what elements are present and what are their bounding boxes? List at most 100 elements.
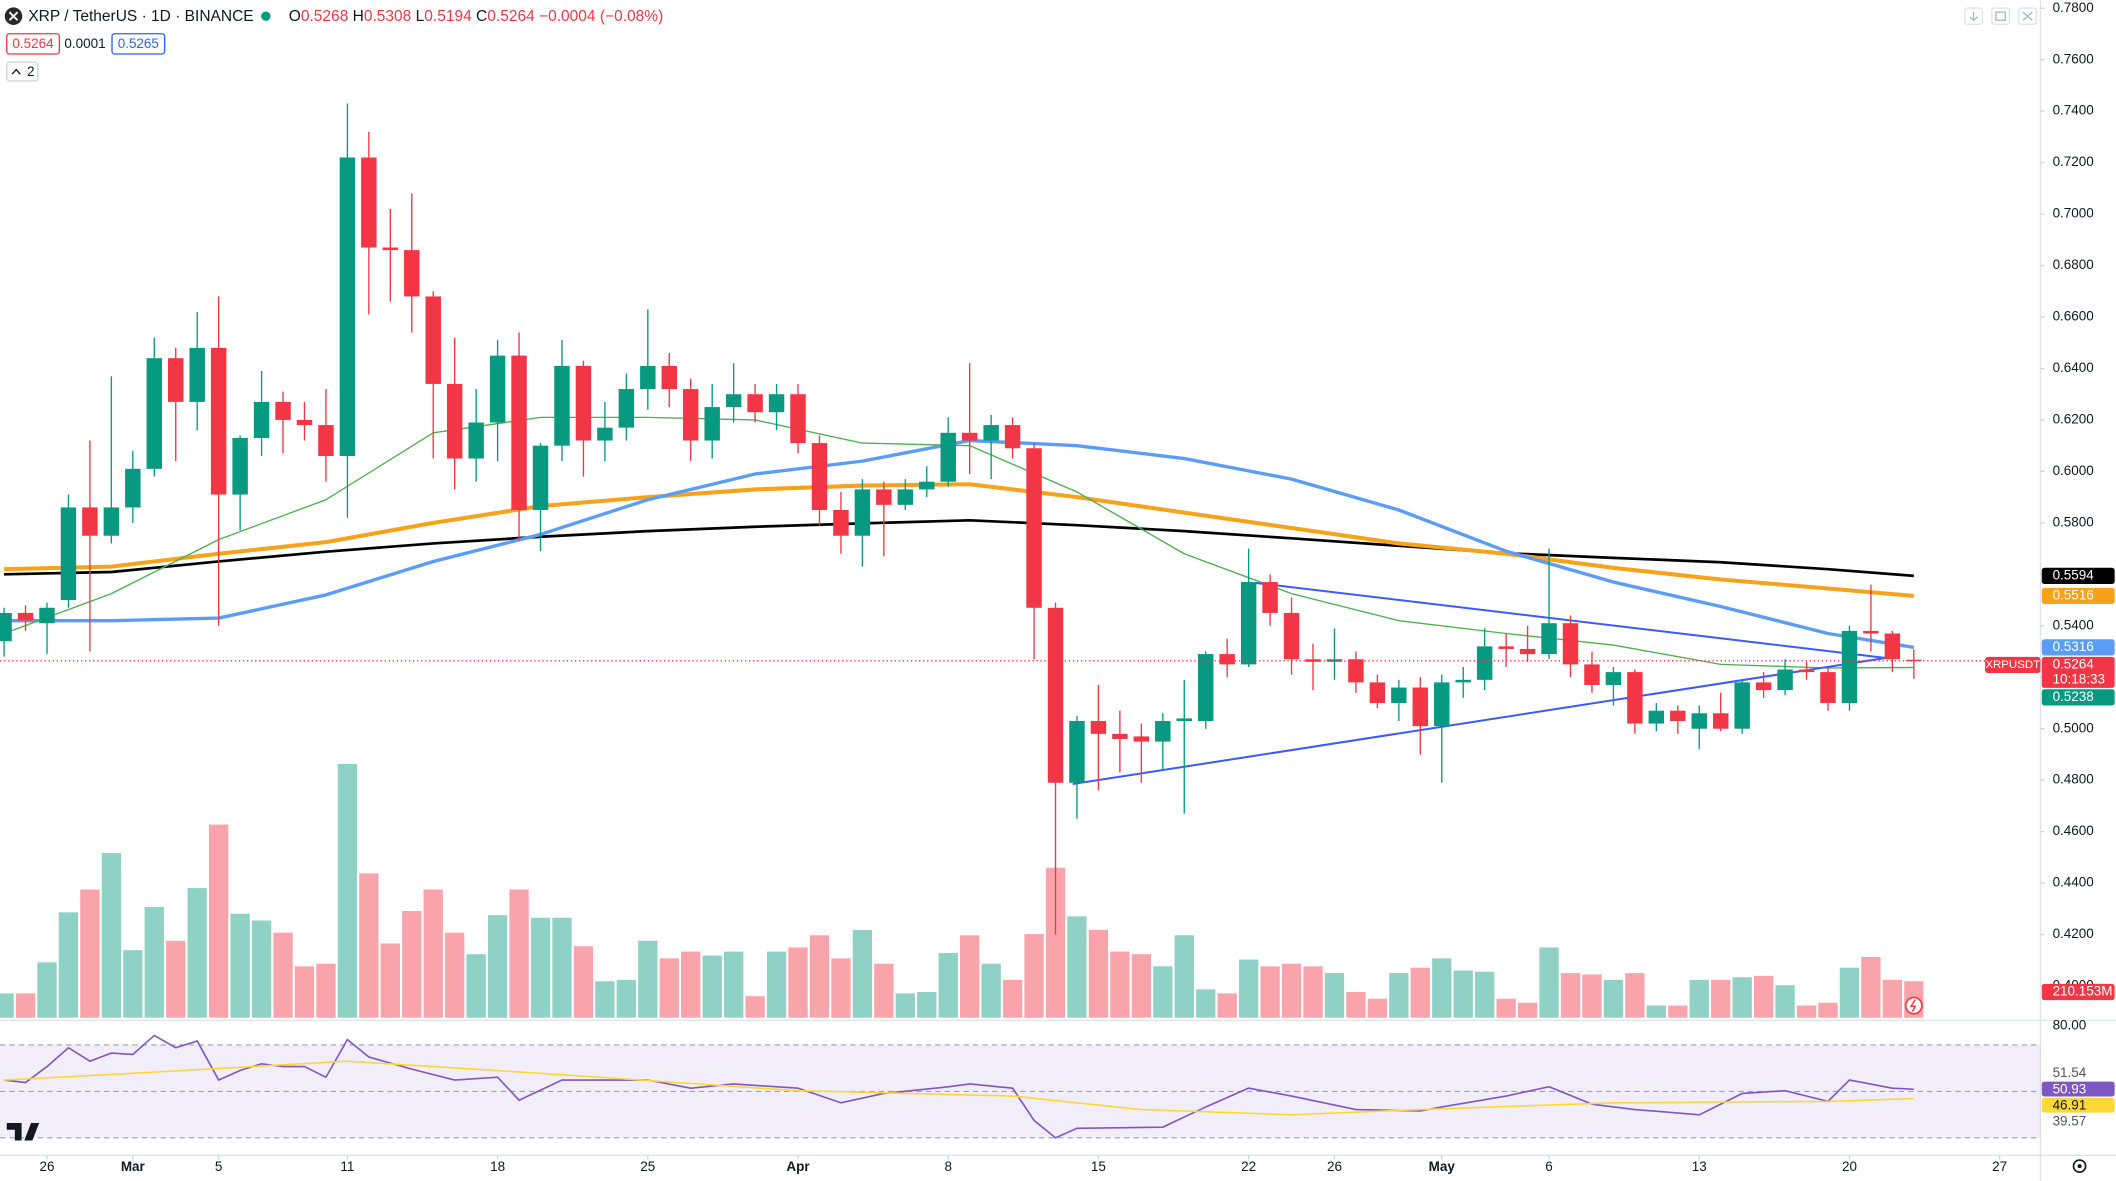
volume-bar [1539,947,1559,1018]
symbol-badge-label: XRPUSDT [1985,659,2040,671]
y-tick-label: 0.7000 [2053,206,2094,221]
volume-bar [874,963,894,1018]
volume-bar [1839,967,1860,1018]
x-tick-label: Mar [121,1159,146,1174]
candle-body [704,407,720,441]
tool-button[interactable] [1964,7,1984,25]
candle-body [511,355,527,511]
ohlc-value: 0.5194 [424,8,472,25]
volume-bar [638,940,658,1018]
buy-button[interactable] [111,33,166,55]
candle-body [1841,630,1858,703]
candle-body [790,394,806,444]
volume-bar [208,824,229,1018]
volume-bar [595,981,615,1018]
candle-body [1047,607,1064,783]
sell-price: 0.5264 [12,36,54,51]
y-tick-label: 0.4200 [2053,926,2094,941]
candle-body [1755,682,1772,691]
candle-body [39,607,55,624]
candle-body [747,394,763,413]
candle-body [1863,630,1879,634]
x-tick-label: 6 [1545,1159,1552,1174]
axis-badge-label: 46.91 [2053,1097,2087,1112]
volume-bar [1002,979,1023,1018]
volume-bar [1475,971,1495,1018]
y-tick-label: 0.6600 [2053,309,2094,324]
x-tick-label: 25 [640,1159,655,1174]
candle-body [1734,682,1750,729]
y-tick-label: 0.7200 [2053,154,2094,169]
candle-body [125,468,141,508]
x-tick-label: 20 [1842,1159,1857,1174]
volume-bar [1668,1005,1688,1018]
candle-body [1691,713,1707,729]
y-tick-label: 0.4800 [2053,772,2094,787]
candle-body [1197,654,1214,721]
volume-bar [166,940,186,1018]
sell-button[interactable] [6,33,61,55]
volume-bar [1775,985,1795,1018]
tool-button[interactable] [2018,7,2038,25]
candle-body [1348,659,1364,683]
candle-body [1240,582,1257,665]
volume-bar [681,951,701,1018]
indicators-toggle[interactable] [6,61,39,82]
y-tick-label: 0.6800 [2053,257,2094,272]
symbol-title[interactable]: XRP / TetherUS · 1D · BINANCE [28,8,253,25]
volume-bar [423,889,443,1018]
spread: 0.0001 [64,36,105,51]
axis-badge [2041,587,2115,605]
y-tick-label: 0.5000 [2053,720,2094,735]
x-tick-label: 15 [1091,1159,1106,1174]
ohlc-value: 0.5268 [301,8,348,25]
candle-body [1541,623,1557,655]
volume-bar [1303,966,1323,1018]
candle-body [1627,672,1643,724]
volume-bar [230,913,250,1018]
pane-tools [1964,7,2038,25]
settings [2072,1159,2087,1174]
volume-bar [1711,979,1731,1018]
volume-bar [530,917,551,1018]
candle-body [1476,646,1493,680]
volume-bar [1367,998,1388,1018]
candle-body [1004,425,1021,449]
volume-bar [1238,959,1259,1018]
axis-badge [2041,639,2115,656]
volume-bar [0,993,14,1018]
axis-badge-label: 0.5264 [2053,657,2095,672]
moving-average [4,482,1915,598]
volume-bar [1496,998,1516,1018]
volume-bar [1625,973,1645,1018]
volume-bar [1882,979,1903,1018]
market-status [261,11,271,21]
axis-badge-label: 50.93 [2053,1081,2087,1096]
candle-body [1670,710,1686,721]
volume-bar [466,954,486,1018]
y-tick-label: 0.4600 [2053,823,2094,838]
volume-bar [445,932,465,1018]
volume-bar [573,946,594,1018]
axis-badge-label: 0.5238 [2053,689,2094,704]
rsi-tick-label: 80.00 [2053,1017,2087,1032]
volume-bar [616,979,637,1018]
settings-button[interactable] [2072,1159,2087,1174]
tool-button[interactable] [1991,7,2011,25]
chevron [11,68,21,75]
volume-bar [788,947,808,1018]
candle-body [425,296,441,384]
volume-bar [1110,951,1130,1018]
volume-bar [1732,977,1752,1018]
x-tick-label: 18 [490,1159,505,1174]
volume-bar [895,993,915,1018]
candle-body [1562,623,1579,665]
volume-bar [745,996,765,1018]
volume-bar [58,912,79,1018]
volume-bar [1603,979,1624,1018]
axis-badge-label: 210.153M [2053,984,2113,999]
candle-body [1798,669,1815,673]
candle-body [919,481,935,490]
volume-bar [80,889,100,1018]
candle-body [532,445,549,511]
